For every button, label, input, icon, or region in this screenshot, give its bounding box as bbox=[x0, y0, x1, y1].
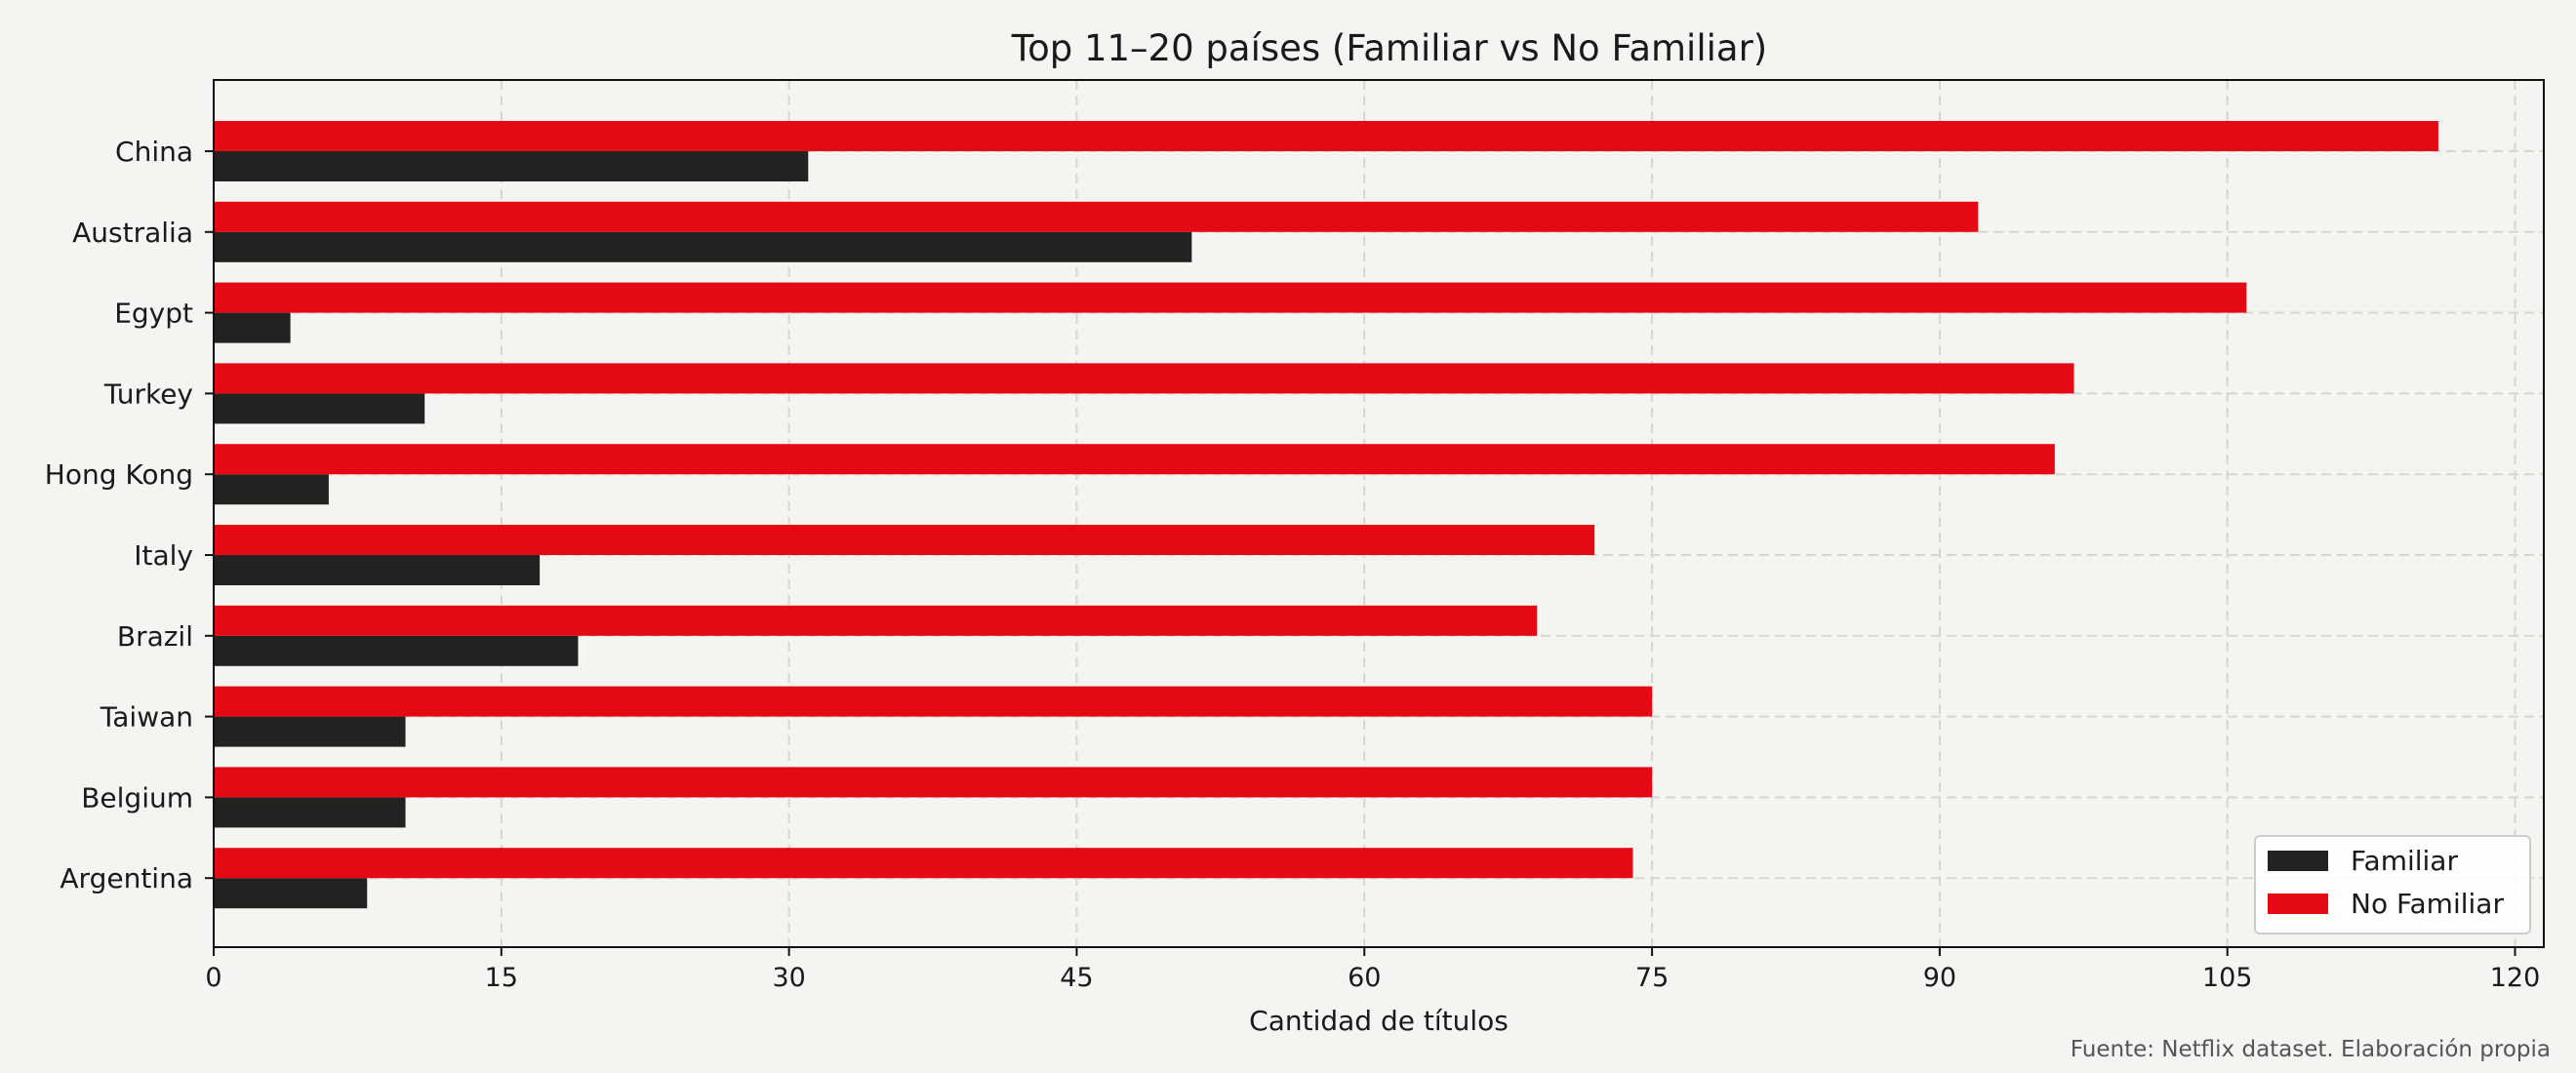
bar-no-familiar-brazil bbox=[214, 605, 1538, 636]
x-tick-label: 105 bbox=[2202, 963, 2253, 993]
bars bbox=[214, 121, 2438, 909]
legend-label-familiar: Familiar bbox=[2351, 845, 2458, 877]
legend: Familiar No Familiar bbox=[2254, 835, 2531, 934]
bar-no-familiar-australia bbox=[214, 201, 1979, 232]
plot-frame bbox=[213, 79, 2545, 948]
bar-familiar-china bbox=[214, 151, 809, 181]
x-axis-label: Cantidad de títulos bbox=[1249, 1005, 1509, 1037]
bar-no-familiar-egypt bbox=[214, 282, 2247, 313]
y-tick-label-taiwan: Taiwan bbox=[100, 701, 193, 734]
legend-swatch-no-familiar bbox=[2268, 894, 2328, 914]
bar-no-familiar-argentina bbox=[214, 848, 1633, 879]
x-tick-label: 45 bbox=[1060, 963, 1093, 993]
y-tick-label-brazil: Brazil bbox=[117, 620, 193, 653]
y-tick-label-hong-kong: Hong Kong bbox=[45, 458, 193, 491]
legend-label-no-familiar: No Familiar bbox=[2351, 888, 2504, 920]
bar-familiar-turkey bbox=[214, 393, 425, 424]
y-tick-label-argentina: Argentina bbox=[60, 862, 193, 894]
bar-familiar-italy bbox=[214, 555, 541, 585]
x-tick-label: 90 bbox=[1923, 963, 1956, 993]
chart-title: Top 11–20 países (Familiar vs No Familia… bbox=[1011, 27, 1767, 69]
y-tick-label-china: China bbox=[115, 136, 193, 168]
legend-swatch-familiar bbox=[2268, 851, 2328, 871]
y-tick-label-italy: Italy bbox=[134, 539, 193, 572]
source-note: Fuente: Netflix dataset. Elaboración pro… bbox=[2071, 1037, 2551, 1062]
y-tick-label-australia: Australia bbox=[72, 217, 193, 249]
bar-no-familiar-china bbox=[214, 121, 2438, 151]
bar-familiar-brazil bbox=[214, 635, 579, 666]
bar-familiar-taiwan bbox=[214, 716, 406, 747]
bar-no-familiar-taiwan bbox=[214, 686, 1653, 717]
bar-familiar-belgium bbox=[214, 797, 406, 828]
bar-familiar-argentina bbox=[214, 878, 368, 909]
x-tick-label: 60 bbox=[1348, 963, 1381, 993]
bar-no-familiar-italy bbox=[214, 525, 1595, 555]
y-tick-label-belgium: Belgium bbox=[81, 781, 193, 814]
bar-no-familiar-hong-kong bbox=[214, 444, 2055, 475]
bar-familiar-hong-kong bbox=[214, 474, 329, 505]
bar-no-familiar-turkey bbox=[214, 363, 2074, 394]
x-tick-label: 75 bbox=[1635, 963, 1669, 993]
y-axis: China Australia Egypt Turkey Hong Kong Italy B… bbox=[45, 136, 214, 894]
x-tick-label: 120 bbox=[2490, 963, 2541, 993]
x-tick-label: 0 bbox=[205, 963, 221, 993]
x-tick-label: 15 bbox=[485, 963, 518, 993]
y-tick-label-egypt: Egypt bbox=[114, 298, 193, 330]
bar-familiar-egypt bbox=[214, 312, 291, 343]
bar-familiar-australia bbox=[214, 231, 1192, 262]
bar-no-familiar-belgium bbox=[214, 767, 1653, 798]
y-tick-label-turkey: Turkey bbox=[103, 378, 193, 410]
x-axis: 0 15 30 45 60 75 90 105 120 bbox=[205, 947, 2540, 993]
x-tick-label: 30 bbox=[772, 963, 805, 993]
